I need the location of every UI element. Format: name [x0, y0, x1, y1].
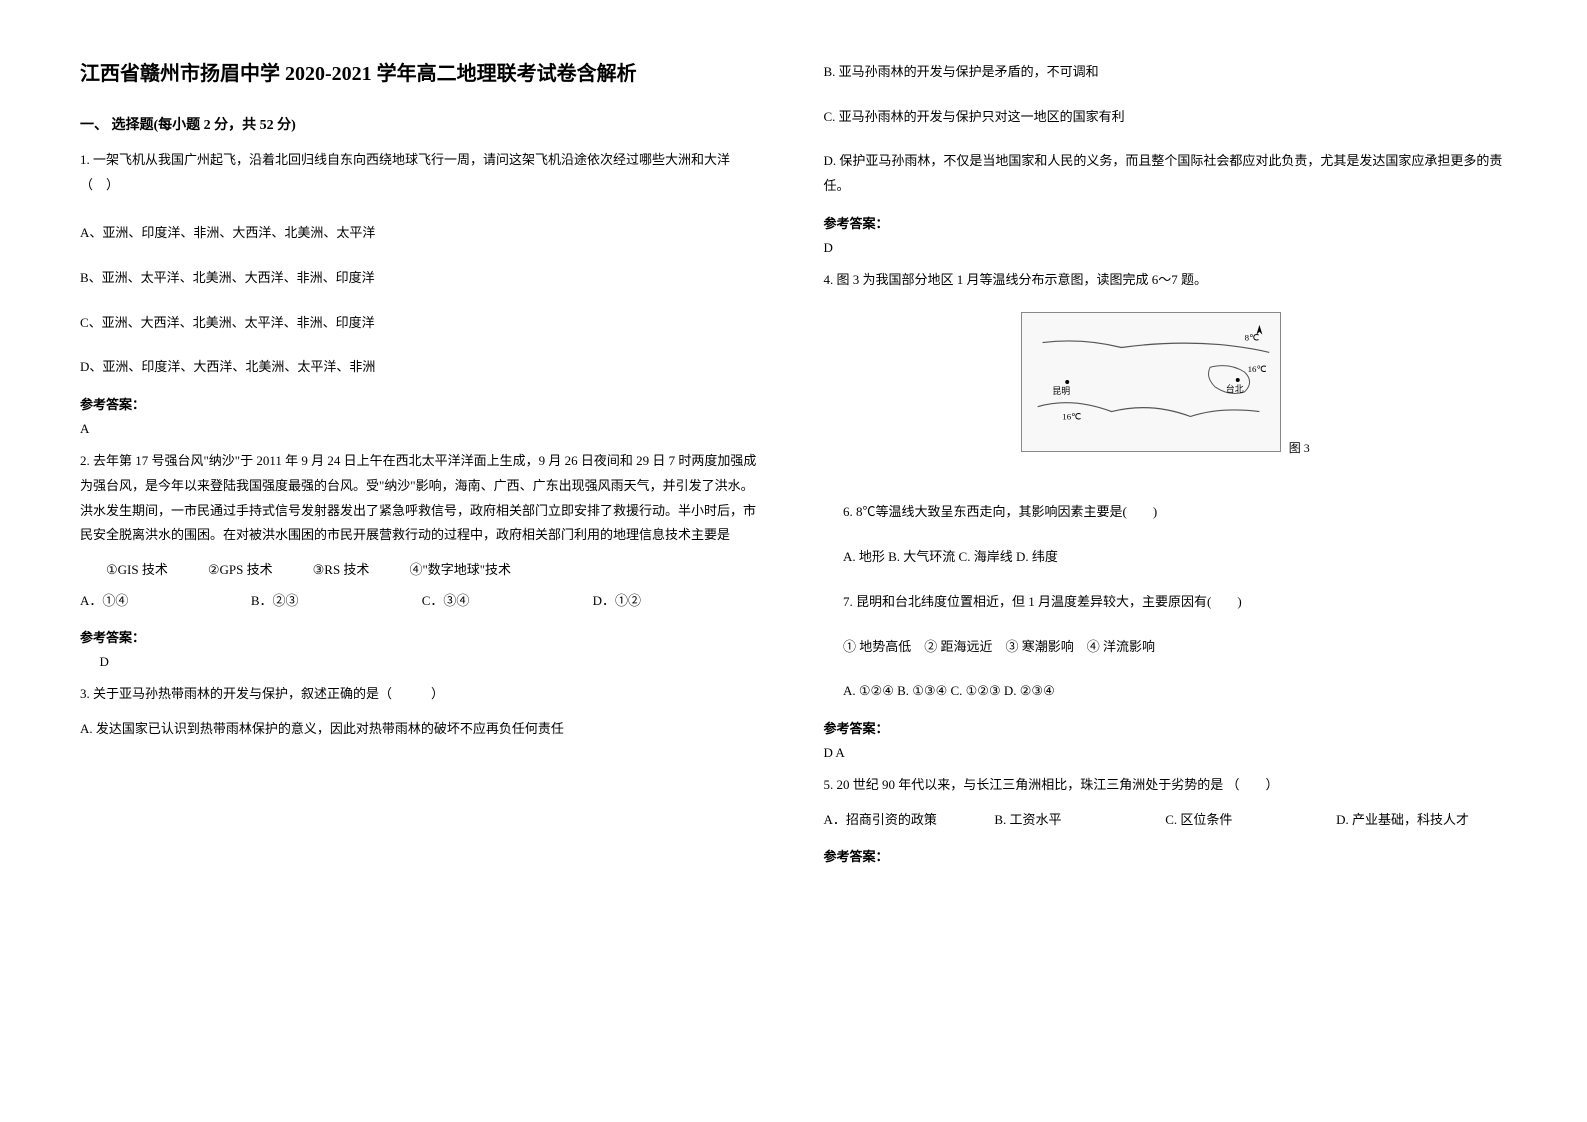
kunming-dot — [1065, 380, 1069, 384]
figure-caption: 图 3 — [1289, 439, 1310, 456]
q1-option-a: A、亚洲、印度洋、非洲、大西洋、北美洲、太平洋 — [80, 221, 764, 246]
q5-options: A．招商引资的政策 B. 工资水平 C. 区位条件 D. 产业基础，科技人才 — [824, 808, 1508, 833]
q2-tech3: ③RS 技术 — [313, 558, 370, 583]
isotherm-8c — [1042, 341, 1269, 353]
q2-option-c: C．③④ — [422, 589, 593, 614]
q4-answer-label: 参考答案： — [824, 718, 1508, 737]
q5-answer-label: 参考答案： — [824, 846, 1508, 865]
q4-sub6: 6. 8℃等温线大致呈东西走向，其影响因素主要是( ) — [824, 500, 1508, 525]
q3-answer-label: 参考答案： — [824, 213, 1508, 232]
temp16-label-2: 16℃ — [1062, 412, 1081, 422]
temp16-label-1: 16℃ — [1247, 365, 1266, 375]
q3-option-c: C. 亚马孙雨林的开发与保护只对这一地区的国家有利 — [824, 105, 1508, 130]
q2-tech-options: ①GIS 技术 ②GPS 技术 ③RS 技术 ④"数字地球"技术 — [80, 558, 764, 583]
q2-tech4: ④"数字地球"技术 — [409, 558, 511, 583]
q1-answer-label: 参考答案： — [80, 394, 764, 413]
right-column: B. 亚马孙雨林的开发与保护是矛盾的，不可调和 C. 亚马孙雨林的开发与保护只对… — [824, 60, 1508, 1062]
q2-options: A．①④ B．②③ C．③④ D．①② — [80, 589, 764, 614]
q4-answer: D A — [824, 745, 1508, 761]
q5-option-b: B. 工资水平 — [994, 808, 1165, 833]
q1-answer: A — [80, 421, 764, 437]
q2-tech2: ②GPS 技术 — [208, 558, 273, 583]
left-column: 江西省赣州市扬眉中学 2020-2021 学年高二地理联考试卷含解析 一、 选择… — [80, 60, 764, 1062]
q4-sub7-items: ① 地势高低 ② 距海远近 ③ 寒潮影响 ④ 洋流影响 — [824, 635, 1508, 660]
q3-stem: 3. 关于亚马孙热带雨林的开发与保护，叙述正确的是（ ） — [80, 682, 764, 707]
q2-option-a: A．①④ — [80, 589, 251, 614]
kunming-label: 昆明 — [1052, 386, 1070, 396]
q3-option-b: B. 亚马孙雨林的开发与保护是矛盾的，不可调和 — [824, 60, 1508, 85]
q1-option-c: C、亚洲、大西洋、北美洲、太平洋、非洲、印度洋 — [80, 311, 764, 336]
q3-answer: D — [824, 240, 1508, 256]
q4-stem: 4. 图 3 为我国部分地区 1 月等温线分布示意图，读图完成 6～7 题。 — [824, 268, 1508, 293]
map-svg: 昆明 台北 8℃ 16℃ 16℃ — [1022, 313, 1280, 451]
q2-tech1: ①GIS 技术 — [106, 558, 168, 583]
q5-option-d: D. 产业基础，科技人才 — [1336, 808, 1507, 833]
section-header: 一、 选择题(每小题 2 分，共 52 分) — [80, 114, 764, 134]
q4-sub7-opts: A. ①②④ B. ①③④ C. ①②③ D. ②③④ — [824, 679, 1508, 704]
north-arrow-icon — [1256, 325, 1262, 335]
q2-stem: 2. 去年第 17 号强台风"纳沙"于 2011 年 9 月 24 日上午在西北… — [80, 449, 764, 548]
q1-option-b: B、亚洲、太平洋、北美洲、大西洋、非洲、印度洋 — [80, 266, 764, 291]
taibei-label: 台北 — [1226, 383, 1244, 394]
q4-figure: 昆明 台北 8℃ 16℃ 16℃ 图 3 — [824, 312, 1508, 456]
q1-stem: 1. 一架飞机从我国广州起飞，沿着北回归线自东向西绕地球飞行一周，请问这架飞机沿… — [80, 148, 764, 197]
document-title: 江西省赣州市扬眉中学 2020-2021 学年高二地理联考试卷含解析 — [80, 60, 764, 88]
q2-answer-label: 参考答案： — [80, 627, 764, 646]
q5-option-a: A．招商引资的政策 — [824, 808, 995, 833]
q5-stem: 5. 20 世纪 90 年代以来，与长江三角洲相比，珠江三角洲处于劣势的是 （ … — [824, 773, 1508, 798]
taibei-dot — [1236, 378, 1240, 382]
map-figure: 昆明 台北 8℃ 16℃ 16℃ — [1021, 312, 1281, 452]
q3-option-d: D. 保护亚马孙雨林，不仅是当地国家和人民的义务，而且整个国际社会都应对此负责，… — [824, 149, 1508, 198]
q1-option-d: D、亚洲、印度洋、大西洋、北美洲、太平洋、非洲 — [80, 355, 764, 380]
q2-option-b: B．②③ — [251, 589, 422, 614]
q3-option-a: A. 发达国家已认识到热带雨林保护的意义，因此对热带雨林的破坏不应再负任何责任 — [80, 717, 764, 742]
q2-option-d: D．①② — [593, 589, 764, 614]
q4-sub7: 7. 昆明和台北纬度位置相近，但 1 月温度差异较大，主要原因有( ) — [824, 590, 1508, 615]
q5-option-c: C. 区位条件 — [1165, 808, 1336, 833]
q4-sub6-opts: A. 地形 B. 大气环流 C. 海岸线 D. 纬度 — [824, 545, 1508, 570]
q2-answer: D — [80, 654, 764, 670]
